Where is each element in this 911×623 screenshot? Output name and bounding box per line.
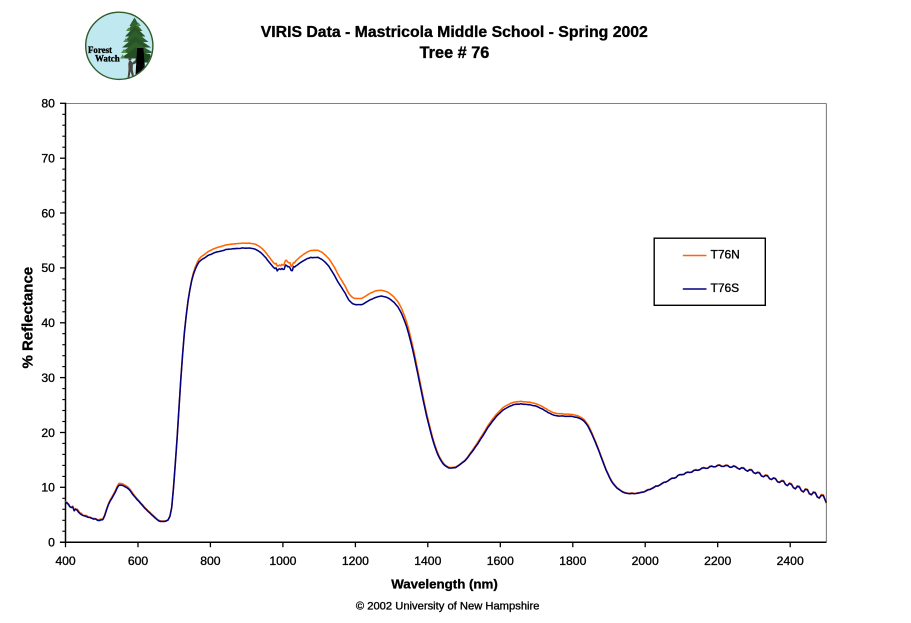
svg-text:1800: 1800: [559, 554, 586, 568]
svg-text:1400: 1400: [414, 554, 441, 568]
svg-text:VIRIS Data - Mastricola Middle: VIRIS Data - Mastricola Middle School - …: [261, 24, 648, 41]
svg-text:50: 50: [41, 261, 55, 275]
svg-text:Wavelength (nm): Wavelength (nm): [391, 576, 498, 591]
svg-text:10: 10: [41, 481, 55, 495]
svg-text:400: 400: [55, 554, 76, 568]
svg-text:1600: 1600: [487, 554, 514, 568]
svg-text:Tree # 76: Tree # 76: [420, 44, 490, 62]
svg-text:60: 60: [41, 206, 55, 220]
svg-text:1200: 1200: [342, 554, 369, 568]
svg-text:600: 600: [128, 554, 149, 568]
svg-text:T76N: T76N: [711, 248, 740, 262]
svg-text:© 2002 University of New Hamps: © 2002 University of New Hampshire: [356, 601, 540, 613]
svg-text:Forest: Forest: [88, 45, 112, 55]
svg-text:1000: 1000: [269, 554, 296, 568]
svg-text:70: 70: [41, 152, 55, 166]
svg-text:2400: 2400: [777, 554, 804, 568]
svg-text:2200: 2200: [704, 554, 731, 568]
svg-text:T76S: T76S: [711, 281, 740, 295]
svg-text:2000: 2000: [632, 554, 659, 568]
svg-text:0: 0: [48, 536, 55, 550]
svg-text:40: 40: [41, 316, 55, 330]
svg-text:Watch: Watch: [95, 53, 120, 63]
svg-text:80: 80: [41, 97, 55, 111]
svg-text:20: 20: [41, 426, 55, 440]
svg-text:30: 30: [41, 371, 55, 385]
svg-text:% Reflectance: % Reflectance: [20, 267, 37, 369]
svg-text:800: 800: [200, 554, 221, 568]
